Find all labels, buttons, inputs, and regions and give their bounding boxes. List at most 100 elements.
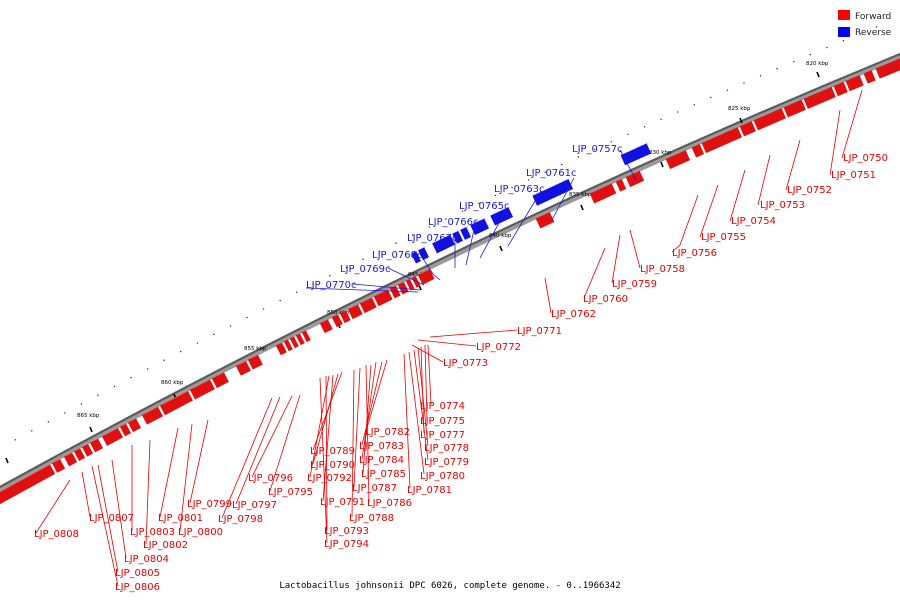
gene-label[interactable]: LJP_0758: [640, 264, 685, 275]
gene-label[interactable]: LJP_0778: [424, 443, 469, 454]
reverse-gene-block[interactable]: [620, 143, 652, 166]
forward-gene-block[interactable]: [665, 150, 691, 170]
forward-gene-block[interactable]: [89, 438, 104, 453]
forward-gene-block[interactable]: [347, 304, 363, 320]
gene-label[interactable]: LJP_0781: [407, 485, 452, 496]
forward-gene-block[interactable]: [535, 211, 555, 229]
reverse-gene-block[interactable]: [418, 247, 429, 261]
gene-label[interactable]: LJP_0755: [701, 232, 746, 243]
forward-gene-block[interactable]: [141, 406, 163, 425]
forward-gene-block[interactable]: [247, 354, 263, 370]
gene-label[interactable]: LJP_0767c: [407, 233, 458, 244]
reverse-gene-block[interactable]: [460, 227, 471, 240]
reverse-gene-block[interactable]: [490, 207, 514, 226]
gene-label[interactable]: LJP_0757c: [572, 144, 623, 155]
forward-gene-block[interactable]: [0, 464, 56, 505]
forward-gene-block[interactable]: [127, 418, 142, 433]
gene-label[interactable]: LJP_0787: [352, 483, 397, 494]
forward-gene-block[interactable]: [405, 278, 415, 291]
gene-label[interactable]: LJP_0807: [89, 513, 134, 524]
gene-label[interactable]: LJP_0780: [420, 471, 465, 482]
forward-gene-block[interactable]: [289, 336, 299, 349]
forward-gene-block[interactable]: [803, 86, 836, 109]
gene-label[interactable]: LJP_0771: [517, 326, 562, 337]
gene-label[interactable]: LJP_0760: [583, 294, 628, 305]
gene-label[interactable]: LJP_0775: [420, 416, 465, 427]
forward-gene-block[interactable]: [389, 285, 401, 299]
gene-label[interactable]: LJP_0798: [218, 514, 263, 525]
reverse-gene-block[interactable]: [411, 251, 421, 264]
gene-label[interactable]: LJP_0752: [787, 185, 832, 196]
forward-gene-block[interactable]: [235, 360, 251, 376]
gene-label[interactable]: LJP_0751: [831, 170, 876, 181]
gene-label[interactable]: LJP_0788: [349, 513, 394, 524]
forward-gene-block[interactable]: [63, 452, 78, 467]
gene-label[interactable]: LJP_0761c: [526, 168, 577, 179]
gene-label[interactable]: LJP_0792: [307, 473, 352, 484]
forward-gene-block[interactable]: [339, 310, 351, 324]
forward-gene-block[interactable]: [211, 372, 229, 389]
forward-gene-block[interactable]: [739, 121, 756, 137]
forward-gene-block[interactable]: [331, 314, 343, 328]
gene-label[interactable]: LJP_0806: [115, 582, 160, 593]
forward-gene-block[interactable]: [625, 170, 645, 188]
forward-gene-block[interactable]: [101, 427, 124, 446]
gene-label[interactable]: LJP_0773: [443, 358, 488, 369]
gene-label[interactable]: LJP_0786: [367, 498, 412, 509]
gene-label[interactable]: LJP_0765c: [459, 201, 510, 212]
forward-gene-block[interactable]: [51, 458, 66, 473]
gene-label[interactable]: LJP_0805: [115, 568, 160, 579]
forward-gene-block[interactable]: [189, 379, 215, 400]
forward-gene-block[interactable]: [833, 81, 848, 97]
gene-label[interactable]: LJP_0766c: [428, 217, 479, 228]
gene-label[interactable]: LJP_0754: [731, 216, 776, 227]
forward-gene-block[interactable]: [283, 339, 293, 352]
reverse-gene-block[interactable]: [470, 218, 489, 236]
forward-gene-block[interactable]: [73, 448, 86, 461]
gene-label[interactable]: LJP_0784: [359, 455, 404, 466]
gene-label[interactable]: LJP_0779: [424, 457, 469, 468]
gene-label[interactable]: LJP_0791: [320, 497, 365, 508]
gene-label[interactable]: LJP_0796: [248, 473, 293, 484]
forward-gene-block[interactable]: [119, 423, 132, 437]
gene-label[interactable]: LJP_0785: [361, 469, 406, 480]
forward-gene-block[interactable]: [159, 390, 193, 416]
forward-gene-block[interactable]: [589, 183, 617, 204]
gene-label[interactable]: LJP_0774: [420, 401, 465, 412]
gene-label[interactable]: LJP_0795: [268, 487, 313, 498]
reverse-gene-block[interactable]: [432, 234, 455, 254]
gene-label[interactable]: LJP_0772: [476, 342, 521, 353]
gene-label[interactable]: LJP_0799: [187, 499, 232, 510]
gene-label[interactable]: LJP_0783: [359, 441, 404, 452]
gene-label[interactable]: LJP_0782: [365, 427, 410, 438]
gene-label[interactable]: LJP_0777: [420, 430, 465, 441]
forward-gene-block[interactable]: [275, 342, 287, 356]
gene-label[interactable]: LJP_0750: [843, 153, 888, 164]
gene-label[interactable]: LJP_0800: [178, 527, 223, 538]
forward-gene-block[interactable]: [615, 178, 627, 192]
gene-label[interactable]: LJP_0768c: [372, 250, 423, 261]
gene-label[interactable]: LJP_0802: [143, 540, 188, 551]
forward-gene-block[interactable]: [863, 70, 876, 84]
gene-label[interactable]: LJP_0794: [324, 539, 369, 550]
gene-label[interactable]: LJP_0759: [612, 279, 657, 290]
gene-label[interactable]: LJP_0804: [124, 554, 169, 565]
gene-label[interactable]: LJP_0789: [310, 446, 355, 457]
reverse-gene-block[interactable]: [532, 179, 574, 206]
gene-label[interactable]: LJP_0803: [130, 527, 175, 538]
gene-label[interactable]: LJP_0790: [310, 460, 355, 471]
forward-gene-block[interactable]: [701, 127, 743, 154]
gene-label[interactable]: LJP_0762: [551, 309, 596, 320]
forward-gene-block[interactable]: [301, 330, 311, 343]
forward-gene-block[interactable]: [783, 99, 806, 118]
gene-label[interactable]: LJP_0808: [34, 529, 79, 540]
gene-label[interactable]: LJP_0763c: [494, 184, 545, 195]
forward-gene-block[interactable]: [319, 319, 333, 334]
gene-label[interactable]: LJP_0769c: [340, 264, 391, 275]
forward-gene-block[interactable]: [295, 333, 305, 346]
reverse-gene-block[interactable]: [452, 230, 463, 244]
gene-label[interactable]: LJP_0801: [158, 513, 203, 524]
gene-label[interactable]: LJP_0797: [232, 500, 277, 511]
forward-gene-block[interactable]: [81, 443, 94, 457]
forward-gene-block[interactable]: [875, 58, 900, 79]
